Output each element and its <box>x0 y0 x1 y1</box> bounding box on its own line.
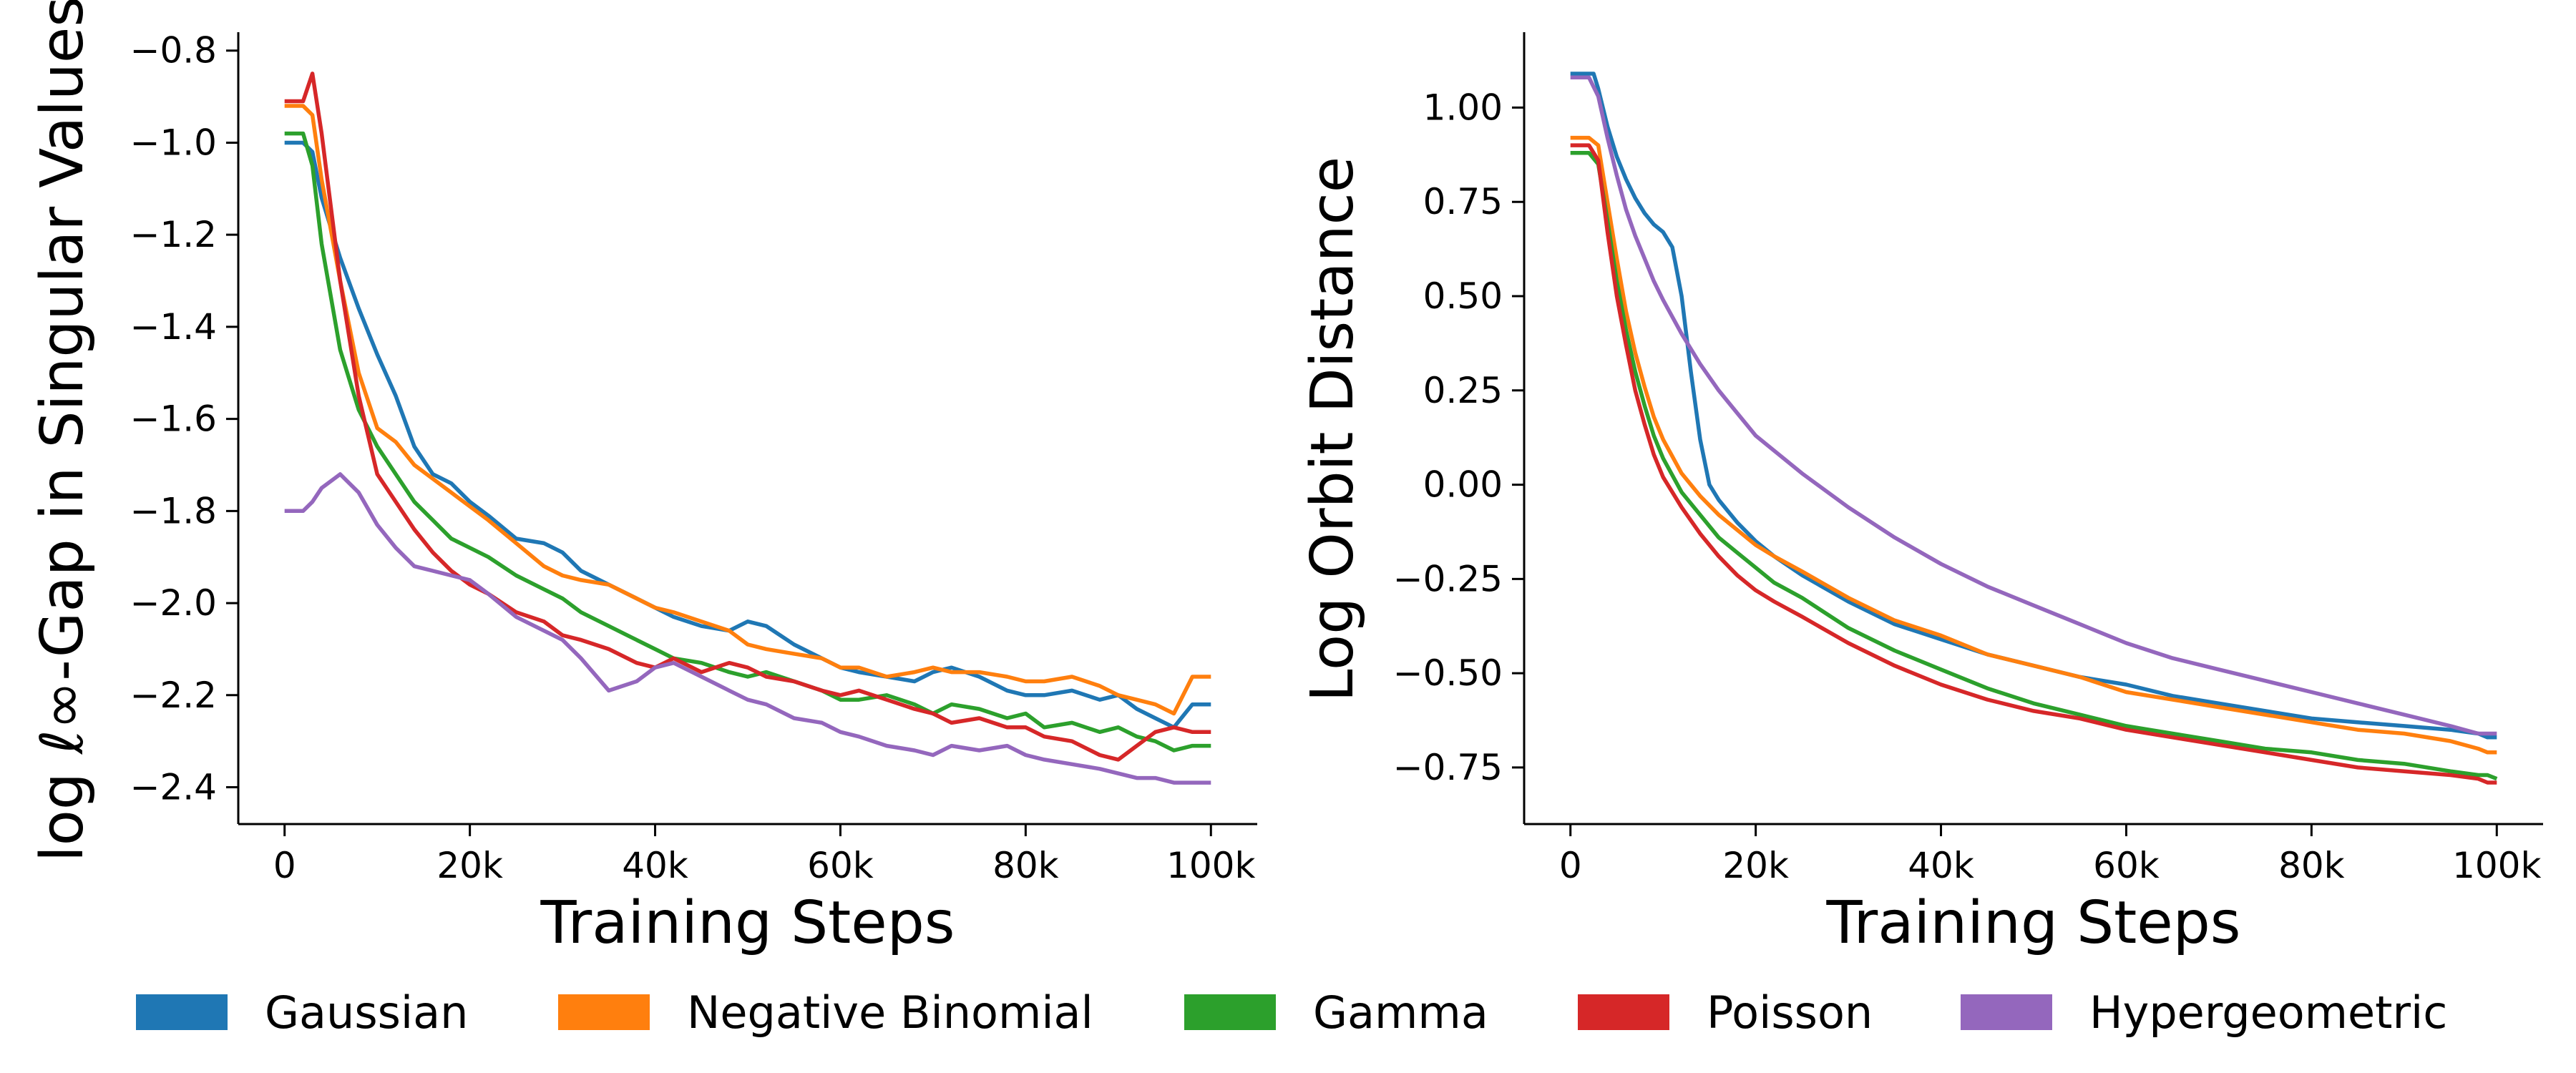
series-line-hypergeometric <box>284 472 1211 785</box>
y-tick-label: 0.75 <box>1423 181 1503 222</box>
y-tick-label: 0.50 <box>1423 275 1503 317</box>
y-tick-label: 1.00 <box>1423 87 1503 128</box>
x-tick-label: 40k <box>622 845 688 886</box>
y-tick-label: 0.25 <box>1423 370 1503 411</box>
x-tick-label: 100k <box>2452 845 2541 886</box>
x-axis-label: Training Steps <box>540 889 955 957</box>
x-tick-label: 80k <box>992 845 1059 886</box>
y-axis-label: log ℓ∞-Gap in Singular Values <box>29 0 97 862</box>
legend: Gaussian Negative Binomial Gamma Poisson Hyp… <box>136 986 2447 1039</box>
legend-label-negative-binomial: Negative Binomial <box>687 986 1093 1039</box>
y-tick-label: −1.8 <box>130 490 217 531</box>
legend-swatch-poisson <box>1578 994 1669 1030</box>
left-chart-panel: 0 20k 40k 60k 80k 100k −2.4 −2.2 −2.0 −1.8 −1.6 −1.… <box>29 0 1257 957</box>
series-line-hypergeometric <box>1570 75 2497 736</box>
x-tick-label: 20k <box>436 845 503 886</box>
y-tick-label: −2.2 <box>130 675 217 716</box>
legend-label-gamma: Gamma <box>1313 986 1488 1039</box>
x-tick-label: 80k <box>2278 845 2345 886</box>
right-chart-panel: 0 20k 40k 60k 80k 100k −0.75 −0.50 −0.25 0.00 0.25… <box>1299 32 2543 957</box>
x-tick-label: 60k <box>807 845 874 886</box>
legend-label-hypergeometric: Hypergeometric <box>2089 986 2447 1039</box>
series-line-gamma <box>284 131 1211 753</box>
legend-swatch-gaussian <box>136 994 228 1030</box>
x-tick-label: 40k <box>1908 845 1974 886</box>
series-line-negative-binomial <box>284 104 1211 716</box>
y-tick-label: 0.00 <box>1423 464 1503 506</box>
x-tick-label: 0 <box>1559 845 1582 886</box>
series-line-poisson <box>1570 143 2497 785</box>
y-axis-label: Log Orbit Distance <box>1299 157 1367 702</box>
legend-label-gaussian: Gaussian <box>265 986 468 1039</box>
x-tick-label: 20k <box>1722 845 1789 886</box>
y-tick-label: −2.4 <box>130 767 217 808</box>
y-tick-label: −2.0 <box>130 582 217 624</box>
y-tick-label: −1.2 <box>130 214 217 255</box>
legend-label-poisson: Poisson <box>1707 986 1873 1039</box>
x-axis-label: Training Steps <box>1825 889 2240 957</box>
y-tick-label: −1.0 <box>130 122 217 163</box>
y-tick-label: −1.6 <box>130 398 217 440</box>
y-tick-label: −1.4 <box>130 306 217 348</box>
x-tick-label: 0 <box>273 845 296 886</box>
x-tick-label: 60k <box>2093 845 2160 886</box>
series-line-gaussian <box>1570 72 2497 740</box>
series-line-gaussian <box>284 140 1211 730</box>
series-line-poisson <box>284 72 1211 762</box>
legend-swatch-gamma <box>1184 994 1276 1030</box>
legend-swatch-negative-binomial <box>558 994 650 1030</box>
y-tick-label: −0.25 <box>1393 558 1503 599</box>
legend-swatch-hypergeometric <box>1961 994 2052 1030</box>
y-tick-label: −0.75 <box>1393 747 1503 788</box>
series-line-negative-binomial <box>1570 135 2497 755</box>
y-tick-label: −0.50 <box>1393 652 1503 694</box>
y-tick-label: −0.8 <box>130 30 217 72</box>
series-line-gamma <box>1570 150 2498 781</box>
x-tick-label: 100k <box>1166 845 1255 886</box>
